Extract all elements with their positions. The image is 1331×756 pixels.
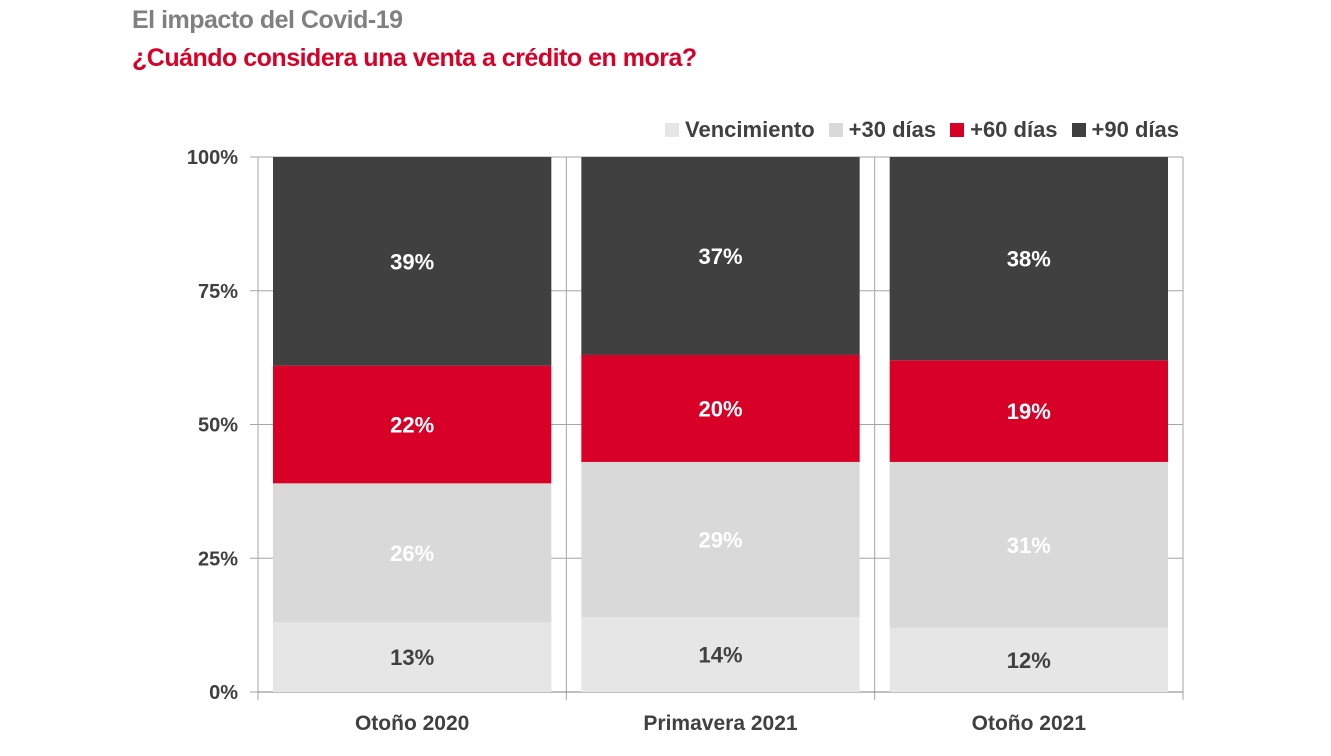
chart-subtitle: ¿Cuándo considera una venta a crédito en… — [132, 44, 697, 72]
x-tick-label: Otoño 2021 — [972, 712, 1087, 735]
bar-segment — [581, 354, 860, 462]
data-label: 14% — [698, 643, 742, 668]
bar-segment — [889, 627, 1168, 692]
bar-segment — [273, 157, 552, 366]
chart-title: El impacto del Covid-19 — [132, 6, 403, 34]
legend-label: Vencimiento — [685, 117, 815, 142]
bar-segment — [581, 617, 860, 692]
x-tick-label: Otoño 2020 — [355, 712, 469, 735]
y-tick-label: 50% — [198, 415, 238, 437]
data-label: 22% — [390, 413, 434, 438]
data-label: 19% — [1007, 399, 1051, 424]
legend-item: +90 días — [1071, 117, 1179, 143]
y-tick-label: 0% — [209, 682, 238, 704]
data-label: 37% — [698, 244, 742, 269]
data-label: 39% — [390, 249, 434, 274]
data-label: 31% — [1007, 533, 1051, 558]
legend-item: Vencimiento — [665, 117, 815, 143]
data-label: 29% — [698, 528, 742, 553]
data-label: 12% — [1007, 648, 1051, 673]
data-label: 13% — [390, 645, 434, 670]
bar-segment — [581, 461, 860, 618]
y-tick-label: 75% — [198, 281, 238, 303]
bar-segment — [889, 157, 1168, 361]
legend-item: +60 días — [950, 117, 1058, 143]
legend-label: +90 días — [1091, 117, 1179, 142]
data-label: 26% — [390, 541, 434, 566]
legend-swatch — [665, 123, 680, 137]
legend-swatch — [1071, 123, 1086, 137]
data-label: 38% — [1007, 247, 1051, 272]
legend-item: +30 días — [828, 117, 937, 143]
bar-segment — [581, 157, 860, 355]
legend-label: +60 días — [970, 117, 1058, 142]
bar-segment — [889, 360, 1168, 462]
y-tick-label: 25% — [198, 548, 238, 570]
y-tick-label: 100% — [187, 147, 238, 169]
legend: Vencimiento +30 días +60 días +90 días — [665, 117, 1179, 143]
legend-swatch — [950, 123, 965, 137]
x-tick-label: Primavera 2021 — [643, 712, 797, 735]
legend-label: +30 días — [848, 117, 937, 142]
legend-swatch — [828, 123, 843, 137]
bar-segment — [273, 622, 552, 692]
data-label: 20% — [698, 396, 742, 421]
bar-segment — [273, 483, 552, 623]
bar-segment — [889, 461, 1168, 628]
bar-segment — [273, 365, 552, 484]
